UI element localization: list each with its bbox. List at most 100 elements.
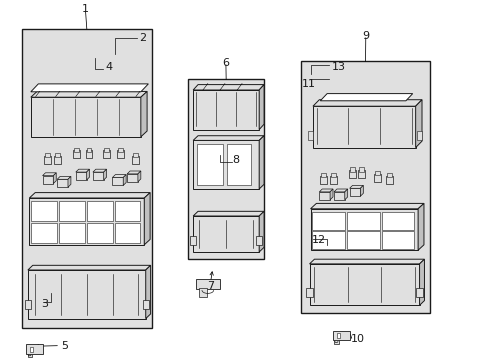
Bar: [42, 176, 53, 184]
Bar: [117, 150, 124, 158]
Bar: [142, 300, 148, 309]
Text: 4: 4: [105, 62, 112, 72]
Bar: [300, 61, 429, 313]
Bar: [359, 167, 364, 172]
Polygon shape: [312, 100, 421, 106]
Bar: [309, 264, 419, 305]
Polygon shape: [259, 211, 264, 252]
Bar: [55, 153, 60, 157]
Bar: [114, 201, 140, 221]
Bar: [103, 148, 108, 152]
Text: 8: 8: [232, 155, 239, 165]
Polygon shape: [141, 91, 147, 137]
Polygon shape: [127, 171, 141, 174]
Bar: [73, 150, 80, 158]
Bar: [112, 177, 123, 185]
Bar: [312, 106, 415, 148]
Bar: [386, 173, 391, 177]
Bar: [102, 150, 109, 158]
Bar: [59, 201, 85, 221]
Polygon shape: [333, 189, 347, 192]
Bar: [333, 192, 344, 200]
Bar: [188, 79, 264, 259]
Bar: [256, 236, 262, 245]
Text: 3: 3: [41, 299, 48, 309]
Bar: [85, 150, 92, 158]
Polygon shape: [31, 91, 147, 97]
Polygon shape: [415, 100, 421, 148]
Polygon shape: [28, 265, 150, 270]
Text: 11: 11: [302, 78, 316, 89]
Bar: [346, 212, 379, 230]
Bar: [321, 173, 325, 177]
Polygon shape: [57, 176, 71, 179]
Text: 6: 6: [222, 58, 229, 68]
Bar: [193, 216, 259, 252]
Bar: [44, 156, 51, 164]
Polygon shape: [76, 169, 89, 172]
Text: 13: 13: [331, 62, 345, 72]
Polygon shape: [329, 189, 332, 200]
Polygon shape: [320, 94, 412, 101]
Bar: [336, 333, 340, 338]
Text: 1: 1: [82, 4, 89, 14]
Bar: [330, 173, 335, 177]
Polygon shape: [417, 203, 423, 250]
Bar: [332, 330, 349, 340]
Bar: [114, 223, 140, 243]
Bar: [76, 172, 86, 180]
Polygon shape: [86, 169, 89, 180]
Bar: [118, 148, 123, 152]
Bar: [197, 144, 223, 185]
Bar: [307, 131, 312, 140]
Bar: [195, 279, 220, 289]
Bar: [193, 140, 259, 189]
Bar: [198, 288, 207, 297]
Bar: [381, 212, 413, 230]
Polygon shape: [112, 175, 126, 177]
Bar: [127, 174, 138, 182]
Bar: [319, 192, 329, 200]
Bar: [320, 176, 326, 184]
Bar: [329, 176, 336, 184]
Bar: [349, 167, 354, 172]
Bar: [26, 345, 42, 354]
Text: 10: 10: [350, 334, 365, 345]
Polygon shape: [193, 211, 264, 216]
Bar: [31, 97, 141, 137]
Bar: [22, 29, 151, 328]
Polygon shape: [309, 259, 424, 264]
Bar: [31, 201, 57, 221]
Polygon shape: [29, 193, 150, 198]
Polygon shape: [193, 136, 264, 140]
Bar: [374, 171, 379, 175]
Bar: [24, 300, 31, 309]
Polygon shape: [145, 265, 150, 319]
Polygon shape: [419, 259, 424, 305]
Bar: [310, 209, 417, 250]
Bar: [133, 153, 138, 157]
Bar: [31, 223, 57, 243]
Text: 9: 9: [362, 31, 368, 41]
Bar: [193, 90, 259, 130]
Polygon shape: [53, 173, 56, 184]
Bar: [334, 340, 338, 344]
Bar: [132, 156, 139, 164]
Bar: [373, 174, 380, 182]
Polygon shape: [360, 185, 363, 196]
Bar: [93, 172, 103, 180]
Polygon shape: [42, 173, 56, 176]
Bar: [349, 188, 360, 196]
Polygon shape: [319, 189, 332, 192]
Bar: [30, 347, 33, 352]
Polygon shape: [259, 136, 264, 189]
Polygon shape: [349, 185, 363, 188]
Bar: [312, 231, 345, 249]
Bar: [87, 201, 112, 221]
Polygon shape: [93, 169, 106, 172]
Bar: [87, 223, 112, 243]
Polygon shape: [344, 189, 347, 200]
Bar: [28, 270, 145, 319]
Bar: [227, 144, 250, 185]
Bar: [45, 153, 50, 157]
